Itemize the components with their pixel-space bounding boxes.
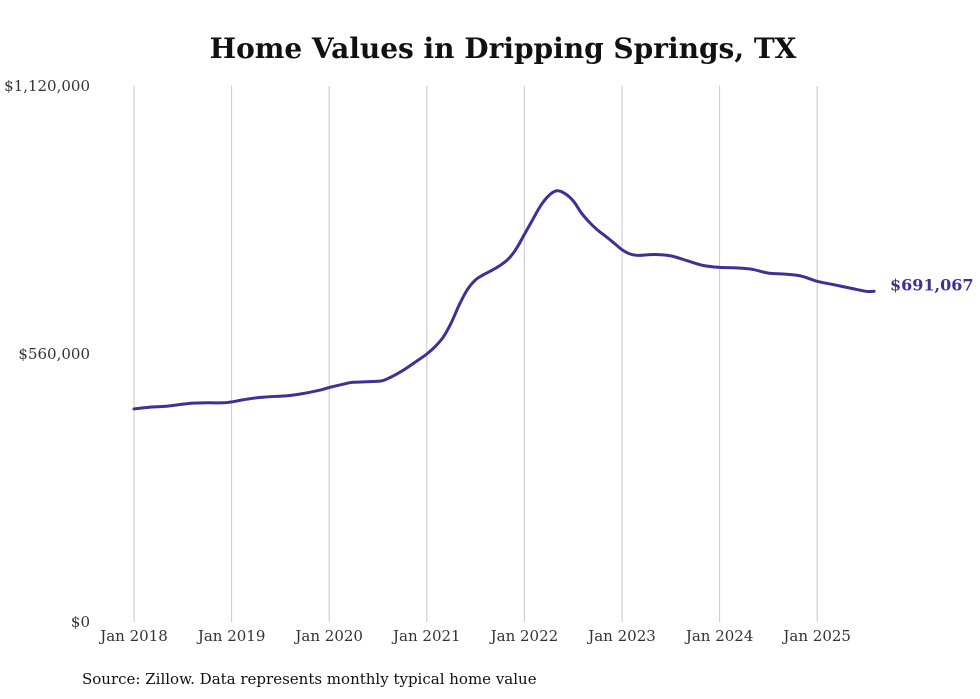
end-value-label: $691,067 [890,275,974,294]
y-tick-label: $0 [71,613,90,631]
x-tick-label: Jan 2024 [684,627,754,645]
x-tick-label: Jan 2022 [489,627,559,645]
source-note: Source: Zillow. Data represents monthly … [82,670,537,688]
y-tick-label: $560,000 [18,345,90,363]
x-tick-label: Jan 2021 [391,627,461,645]
y-axis: $0 $560,000 $1,120,000 [4,77,90,631]
x-tick-label: Jan 2018 [98,627,168,645]
series-line [132,189,876,411]
x-tick-label: Jan 2023 [586,627,656,645]
chart-title: Home Values in Dripping Springs, TX [210,32,797,65]
x-axis: Jan 2018 Jan 2019 Jan 2020 Jan 2021 Jan 2022… [98,627,851,645]
x-tick-label: Jan 2025 [781,627,851,645]
grid [133,86,818,622]
x-tick-label: Jan 2020 [293,627,363,645]
x-tick-label: Jan 2019 [196,627,266,645]
y-tick-label: $1,120,000 [4,77,90,95]
